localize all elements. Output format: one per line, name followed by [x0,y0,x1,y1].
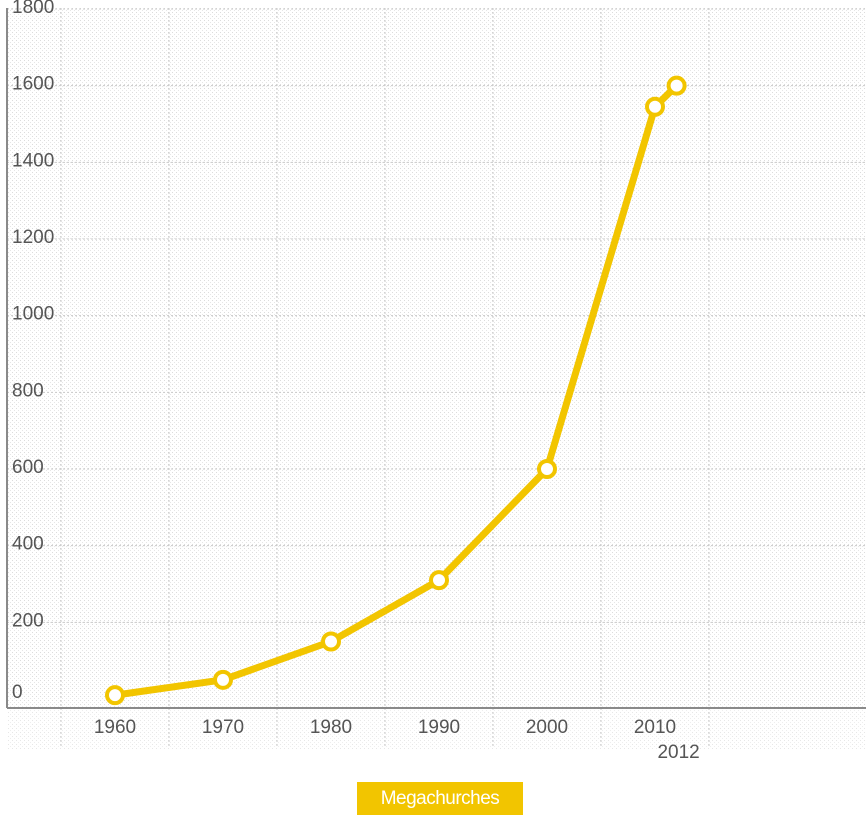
data-point[interactable] [213,669,233,690]
y-tick-label: 1400 [12,150,54,171]
y-tick-label: 1800 [12,0,54,18]
axes [6,8,866,709]
y-tick-label: 1000 [12,304,54,325]
y-tick-label: 0 [12,682,23,703]
data-point[interactable] [429,570,449,591]
y-tick-label: 800 [12,380,44,401]
x-tick-label: 2012 [657,742,699,763]
x-tick-label: 1960 [94,717,136,738]
below-axis-background [7,708,866,750]
y-tick-label: 1600 [12,74,54,95]
data-point[interactable] [645,96,665,117]
plot-background [7,8,866,708]
tick-labels: 0 200 400 600 800 1000 1200 1400 1600 1800 1960 197… [12,0,700,763]
data-point[interactable] [321,631,341,652]
legend-label: Megachurches [380,787,500,809]
y-tick-label: 400 [12,534,44,555]
x-tick-label: 2010 [634,717,676,738]
x-tick-label: 1970 [202,717,244,738]
x-tick-label: 2000 [526,717,568,738]
y-tick-label: 1200 [12,227,54,248]
x-tick-label: 1980 [310,717,352,738]
data-point[interactable] [105,685,125,706]
y-tick-label: 600 [12,457,44,478]
legend-item-megachurches[interactable]: Megachurches [357,782,523,815]
grid-lines [7,8,866,748]
data-point[interactable] [537,459,557,479]
data-point[interactable] [666,75,687,96]
y-tick-label: 200 [12,610,44,631]
x-tick-label: 1990 [418,717,460,738]
series-layer [105,75,687,706]
